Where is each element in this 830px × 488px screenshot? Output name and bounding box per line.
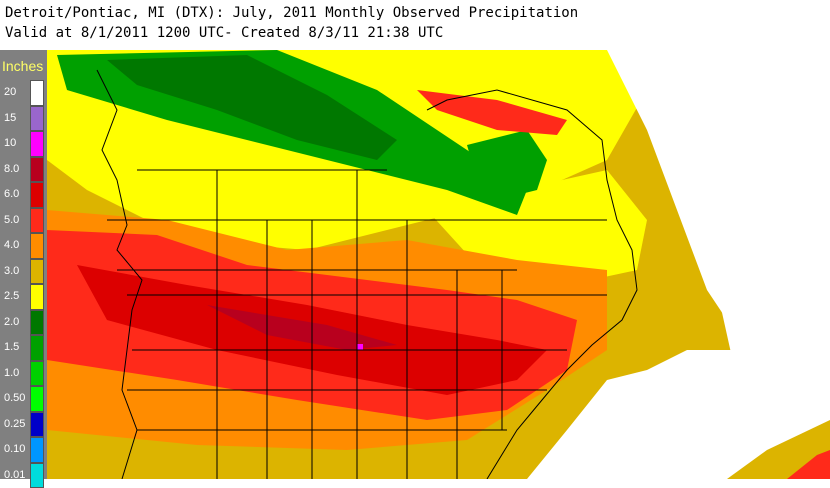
legend-color-swatch (30, 361, 44, 387)
legend-item-label: 0.25 (4, 418, 25, 430)
legend-item: 3.0 (0, 259, 47, 285)
legend-item: 0.25 (0, 412, 47, 438)
legend-item-label: 5.0 (4, 214, 19, 226)
legend-color-swatch (30, 463, 44, 488)
legend-item-label: 15 (4, 112, 16, 124)
legend-item: 8.0 (0, 157, 47, 183)
legend-item: 15 (0, 106, 47, 132)
legend-item-label: 0.10 (4, 443, 25, 455)
map-title: Detroit/Pontiac, MI (DTX): July, 2011 Mo… (5, 5, 578, 21)
legend-item: 6.0 (0, 182, 47, 208)
legend-color-swatch (30, 284, 44, 310)
legend-item: 20 (0, 80, 47, 106)
legend-color-swatch (30, 412, 44, 438)
legend-item-label: 0.50 (4, 392, 25, 404)
max-precip-marker (357, 344, 363, 350)
legend-item: 10 (0, 131, 47, 157)
legend-color-swatch (30, 157, 44, 183)
legend-color-swatch (30, 182, 44, 208)
legend-item-label: 8.0 (4, 163, 19, 175)
legend-item-label: 1.5 (4, 341, 19, 353)
legend-color-swatch (30, 437, 44, 463)
legend-item-label: 2.0 (4, 316, 19, 328)
legend-item: 5.0 (0, 208, 47, 234)
precip-legend: Inches 20 15 10 8.0 6.0 5.0 4.0 3.0 2.5 2.0 1.5 1.0… (0, 50, 47, 479)
legend-item-label: 10 (4, 137, 16, 149)
legend-color-swatch (30, 386, 44, 412)
legend-color-swatch (30, 233, 44, 259)
legend-item-label: 4.0 (4, 239, 19, 251)
header: Detroit/Pontiac, MI (DTX): July, 2011 Mo… (0, 0, 830, 50)
precipitation-map (47, 50, 830, 479)
legend-item: 2.5 (0, 284, 47, 310)
legend-item: 0.10 (0, 437, 47, 463)
legend-item-label: 1.0 (4, 367, 19, 379)
legend-item: 0.01 (0, 463, 47, 488)
legend-color-swatch (30, 106, 44, 132)
legend-color-swatch (30, 80, 44, 106)
legend-item: 1.5 (0, 335, 47, 361)
legend-color-swatch (30, 335, 44, 361)
map-valid-time: Valid at 8/1/2011 1200 UTC- Created 8/3/… (5, 25, 443, 41)
legend-item-label: 2.5 (4, 290, 19, 302)
legend-color-swatch (30, 208, 44, 234)
legend-item: 4.0 (0, 233, 47, 259)
legend-item: 2.0 (0, 310, 47, 336)
legend-item-label: 20 (4, 86, 16, 98)
legend-item-label: 6.0 (4, 188, 19, 200)
precip-bands (47, 50, 830, 479)
legend-units-label: Inches (2, 58, 43, 74)
legend-item-label: 3.0 (4, 265, 19, 277)
legend-item: 0.50 (0, 386, 47, 412)
legend-color-swatch (30, 259, 44, 285)
legend-color-swatch (30, 131, 44, 157)
legend-color-swatch (30, 310, 44, 336)
legend-item: 1.0 (0, 361, 47, 387)
